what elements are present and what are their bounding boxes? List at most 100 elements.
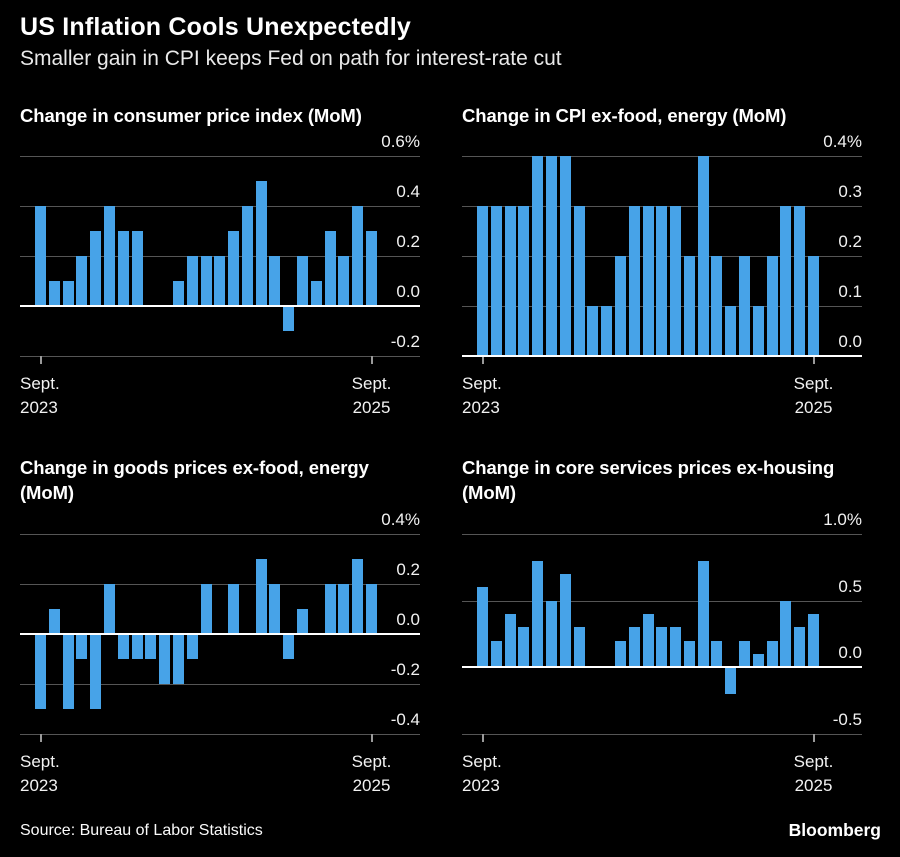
bar [90, 231, 102, 306]
x-axis-start-label: Sept. 2023 [20, 372, 60, 420]
x-axis-tick [481, 356, 484, 364]
bar [711, 256, 723, 356]
bar [172, 634, 184, 684]
bar [90, 634, 102, 709]
bar [766, 640, 778, 668]
gridline [20, 584, 420, 585]
y-axis-label: 0.4% [381, 510, 420, 529]
bar [683, 640, 695, 668]
bar [477, 206, 488, 356]
bar [504, 206, 516, 356]
bar [103, 584, 115, 634]
bar [752, 654, 764, 668]
x-axis-label-line: 2023 [20, 398, 58, 417]
y-axis-label: 0.3 [838, 182, 862, 201]
plot-area-cpi: 0.6% 0.4 0.2 0.0 -0.2 Sept. 2023 Sept. 2025 [20, 132, 420, 417]
bar [214, 256, 226, 306]
bar [559, 156, 571, 356]
x-axis-label-line: Sept. [462, 374, 502, 393]
y-axis-label: -0.2 [390, 660, 420, 679]
zero-line [462, 355, 862, 357]
y-axis-label: 0.0 [396, 610, 420, 629]
bar [545, 600, 557, 668]
bar [200, 584, 212, 634]
bar [656, 206, 668, 356]
bar [338, 584, 350, 634]
bar [808, 256, 819, 356]
bar [670, 206, 682, 356]
plot-area-core-services: 1.0% 0.5 0.0 -0.5 Sept. 2023 Sept. 2025 [462, 510, 862, 795]
x-axis-label-line: 2023 [462, 398, 500, 417]
bar [48, 609, 60, 634]
page-subtitle: Smaller gain in CPI keeps Fed on path fo… [20, 47, 562, 70]
gridline [20, 156, 420, 157]
bar [255, 559, 267, 634]
bar [573, 206, 585, 356]
chart-title-line: Change in CPI ex-food, energy (MoM) [462, 105, 787, 126]
bar [490, 206, 502, 356]
x-axis-label-line: Sept. [462, 752, 502, 771]
bar [697, 156, 709, 356]
chart-title-line: (MoM) [20, 482, 74, 503]
x-axis-label-line: Sept. [793, 752, 834, 771]
x-axis-end-label: Sept. 2025 [794, 372, 834, 420]
bar [310, 281, 322, 306]
source-note: Source: Bureau of Labor Statistics [20, 822, 263, 839]
bar [131, 634, 143, 659]
bar [725, 667, 737, 694]
plot-area-core-cpi: 0.4% 0.3 0.2 0.1 0.0 Sept. 2023 Sept. 2025 [462, 132, 862, 417]
chart-title: Change in core services prices ex-housin… [462, 455, 874, 505]
bar [752, 306, 764, 356]
x-axis-label-line: 2023 [462, 776, 500, 795]
zero-line [20, 633, 420, 635]
x-axis-label-line: 2025 [794, 776, 833, 795]
bar [766, 256, 778, 356]
gridline [20, 684, 420, 685]
x-axis-label-line: 2025 [794, 398, 833, 417]
bar [241, 206, 253, 306]
bar [255, 181, 267, 306]
chart-title: Change in CPI ex-food, energy (MoM) [462, 103, 874, 128]
x-axis-end-label: Sept. 2025 [794, 750, 834, 798]
bar [794, 627, 806, 668]
bar [656, 627, 668, 668]
bar [532, 156, 544, 356]
bar [117, 231, 129, 306]
chart-title-line: Change in goods prices ex-food, energy [20, 457, 369, 478]
bar [628, 627, 640, 668]
bar [172, 281, 184, 306]
bar [131, 231, 143, 306]
y-axis-label: 0.2 [838, 232, 862, 251]
x-axis-label-line: Sept. [20, 374, 60, 393]
x-axis-tick [39, 356, 42, 364]
y-axis-label: 0.0 [838, 332, 862, 351]
bar [725, 306, 737, 356]
bar [76, 256, 88, 306]
x-axis-tick [481, 734, 484, 742]
bar [573, 627, 585, 668]
bar [628, 206, 640, 356]
x-axis-label-line: 2023 [20, 776, 58, 795]
gridline [20, 206, 420, 207]
bar [283, 634, 295, 659]
zero-line [20, 305, 420, 307]
bar [711, 640, 723, 668]
x-axis-start-label: Sept. 2023 [462, 372, 502, 420]
bar [614, 256, 626, 356]
bar [228, 231, 240, 306]
y-axis-label: 0.0 [838, 643, 862, 663]
bar [559, 574, 571, 668]
x-axis-tick [370, 734, 373, 742]
bar [366, 231, 377, 306]
bar [297, 256, 309, 306]
page-title: US Inflation Cools Unexpectedly [20, 13, 411, 41]
y-axis-label: -0.2 [390, 332, 420, 351]
bar [62, 634, 74, 709]
bar [739, 256, 751, 356]
bar [117, 634, 129, 659]
x-axis-start-label: Sept. 2023 [462, 750, 502, 798]
bar [780, 206, 792, 356]
bar [35, 634, 46, 709]
bar [159, 634, 171, 684]
